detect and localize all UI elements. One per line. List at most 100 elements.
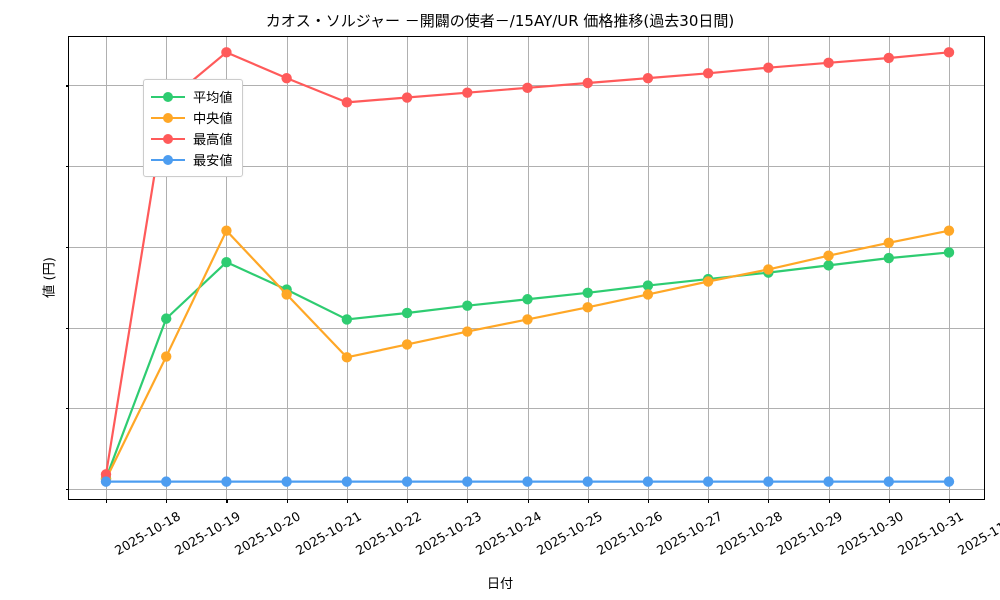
data-point-marker — [221, 256, 232, 268]
gridline-vertical — [527, 37, 529, 499]
series-line — [104, 229, 951, 481]
data-point-marker — [763, 62, 774, 73]
legend-swatch-icon — [151, 132, 185, 146]
series-2 — [100, 225, 955, 485]
data-point-marker — [582, 476, 593, 487]
x-tick-mark — [828, 499, 830, 503]
legend-label: 平均値 — [193, 91, 233, 106]
x-tick-mark — [768, 499, 770, 503]
y-tick-mark — [65, 85, 69, 87]
x-tick-label: 2025-10-24 — [473, 508, 545, 558]
data-point-marker — [100, 476, 112, 487]
x-tick-label: 2025-10-18 — [112, 508, 183, 558]
gridline-vertical — [166, 37, 168, 499]
data-point-marker — [341, 97, 353, 108]
x-tick-mark — [949, 499, 951, 503]
y-tick-mark — [65, 246, 69, 248]
x-tick-mark — [407, 499, 409, 503]
legend-item-4[interactable]: 最安値 — [151, 149, 233, 170]
plot-area: 200300400500600700 2025-10-182025-10-192… — [65, 36, 1000, 558]
gridline-vertical — [286, 37, 288, 499]
x-tick-label: 2025-10-20 — [232, 508, 304, 558]
x-tick-label: 2025-10-25 — [533, 508, 605, 558]
legend-item-1[interactable]: 平均値 — [151, 86, 233, 107]
data-point-marker — [522, 294, 533, 305]
data-point-marker — [462, 476, 473, 487]
y-tick-mark — [65, 166, 69, 168]
data-point-marker — [401, 339, 413, 350]
gridline-horizontal — [69, 246, 984, 248]
data-point-marker — [702, 68, 714, 79]
data-point-marker — [281, 476, 292, 487]
data-point-marker — [642, 280, 654, 291]
data-point-marker — [401, 476, 413, 487]
series-3 — [100, 47, 955, 480]
data-point-marker — [883, 237, 894, 248]
x-tick-label: 2025-10-21 — [292, 508, 364, 558]
x-tick-label: 2025-10-26 — [593, 508, 665, 558]
data-point-marker — [401, 92, 413, 103]
gridline-vertical — [407, 37, 409, 499]
data-point-marker — [763, 264, 774, 275]
x-tick-mark — [106, 499, 108, 503]
data-point-marker — [823, 260, 834, 271]
data-point-marker — [161, 476, 172, 487]
x-axis-label: 日付 — [486, 577, 514, 592]
data-point-marker — [161, 313, 172, 324]
x-tick-label: 2025-10-19 — [172, 508, 244, 558]
legend-item-3[interactable]: 最高値 — [151, 128, 233, 149]
data-point-marker — [522, 314, 533, 325]
chart-legend: 平均値中央値 最高値最安値 — [143, 79, 243, 177]
data-point-marker — [943, 47, 955, 58]
x-tick-mark — [647, 499, 650, 503]
legend-label: 中央値 — [193, 112, 233, 127]
gridline-vertical — [888, 37, 890, 499]
x-tick-label: 2025-10-22 — [352, 508, 424, 558]
data-point-marker — [341, 352, 353, 363]
x-tick-mark — [226, 499, 228, 503]
data-point-marker — [161, 351, 172, 362]
data-point-marker — [883, 52, 894, 64]
gridline-horizontal — [69, 327, 984, 329]
x-tick-mark — [467, 499, 469, 503]
data-point-marker — [642, 72, 654, 84]
x-tick-mark — [587, 499, 589, 503]
data-point-marker — [100, 469, 112, 480]
data-point-marker — [281, 289, 292, 300]
x-tick-mark — [346, 499, 348, 503]
data-point-marker — [943, 476, 955, 487]
data-point-marker — [221, 225, 232, 236]
data-point-marker — [823, 476, 834, 487]
plot-clip — [69, 37, 984, 499]
x-tick-mark — [527, 499, 529, 503]
series-4 — [100, 476, 955, 487]
legend-swatch-icon — [151, 111, 185, 125]
data-point-marker — [462, 326, 473, 337]
x-tick-mark — [708, 499, 710, 503]
x-tick-label: 2025-11-01 — [955, 508, 1000, 558]
legend-item-2[interactable]: 中央値 — [151, 107, 233, 128]
gridline-horizontal — [69, 488, 984, 490]
x-tick-label: 2025-10-27 — [653, 508, 725, 558]
data-point-marker — [883, 476, 894, 487]
y-axis-label: 値 (円) — [42, 257, 58, 298]
legend-swatch-icon — [151, 153, 185, 167]
data-point-marker — [462, 87, 473, 98]
data-point-marker — [702, 476, 714, 487]
y-tick-mark — [65, 408, 69, 410]
gridline-vertical — [587, 37, 589, 499]
x-tick-mark — [286, 499, 288, 503]
gridline-vertical — [106, 37, 107, 499]
data-point-marker — [763, 476, 774, 487]
legend-swatch-icon — [151, 90, 185, 104]
x-tick-label: 2025-10-30 — [834, 508, 906, 558]
series-1 — [100, 247, 955, 484]
data-point-marker — [582, 77, 593, 89]
gridline-horizontal — [69, 408, 984, 410]
series-line — [104, 251, 951, 480]
gridline-vertical — [467, 37, 469, 499]
x-tick-mark — [888, 499, 890, 503]
legend-label: 最安値 — [193, 154, 233, 169]
data-point-marker — [341, 314, 353, 325]
